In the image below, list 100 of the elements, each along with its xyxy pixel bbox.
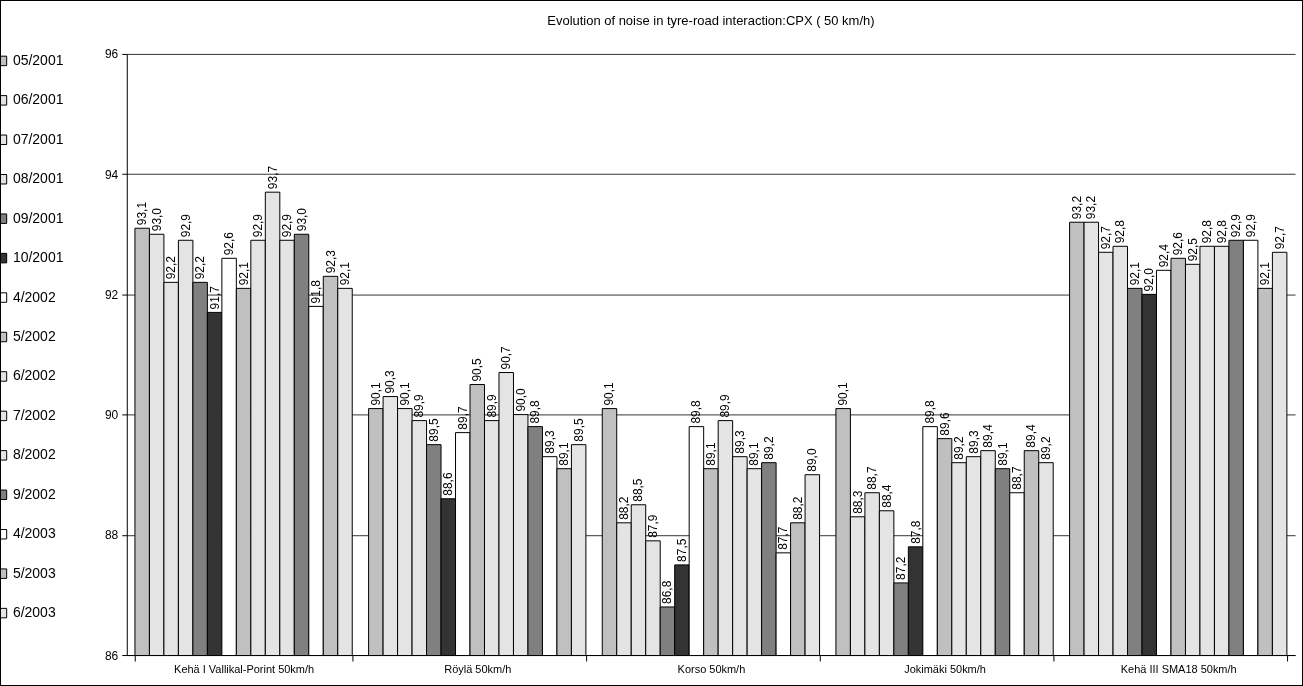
data-label: 89,8: [923, 399, 938, 424]
x-tick-label: Korso 50km/h: [677, 662, 746, 675]
data-label: 93,2: [1069, 195, 1084, 220]
y-tick-label: 90: [104, 408, 119, 423]
data-label: 87,7: [776, 526, 791, 550]
data-label: 92,8: [1214, 219, 1229, 244]
data-label: 92,3: [323, 249, 338, 274]
data-label: 93,0: [294, 207, 309, 232]
y-tick-label: 86: [104, 648, 119, 663]
data-label: 89,7: [455, 406, 470, 430]
data-label: 92,5: [1185, 237, 1200, 262]
data-label: 93,7: [265, 165, 280, 190]
data-label: 88,5: [631, 478, 646, 502]
legend-label: 5/2002: [12, 328, 56, 344]
data-label: 90,1: [368, 381, 383, 406]
data-label: 88,7: [865, 466, 880, 490]
data-label: 92,2: [193, 255, 208, 280]
data-label: 87,9: [645, 514, 660, 538]
data-label: 92,7: [1098, 225, 1113, 250]
legend-label: 4/2002: [12, 288, 56, 305]
legend-label: 06/2001: [12, 91, 64, 108]
legend-label: 5/2003: [12, 564, 56, 581]
data-label: 89,1: [703, 442, 718, 466]
x-tick-label: Kehä I Vallikal-Porint 50km/h: [174, 662, 315, 675]
data-label: 89,1: [995, 442, 1010, 466]
data-label: 90,7: [499, 345, 514, 370]
x-tick-label: Kehä III SMA18 50km/h: [1120, 662, 1237, 675]
data-label: 88,2: [790, 496, 805, 520]
data-label: 93,0: [149, 207, 164, 232]
data-label: 89,3: [542, 430, 557, 454]
data-label: 92,9: [280, 213, 295, 238]
legend-label: 7/2002: [12, 406, 56, 423]
data-label: 92,1: [236, 261, 251, 286]
legend-label: 8/2002: [12, 446, 56, 463]
legend-label: 9/2002: [12, 485, 56, 502]
x-tick-label: Jokimäki 50km/h: [904, 662, 986, 675]
data-label: 92,6: [222, 231, 237, 256]
data-label: 89,8: [528, 399, 543, 424]
data-label: 89,1: [557, 442, 572, 466]
data-label: 92,7: [1272, 225, 1287, 250]
legend-label: 4/2003: [12, 525, 56, 542]
data-label: 89,3: [732, 430, 747, 454]
data-label: 89,0: [805, 448, 820, 472]
data-label: 89,2: [1038, 436, 1053, 460]
chart-title: Evolution of noise in tyre-road interaction:CPX ( 50 km/h): [547, 12, 875, 28]
data-label: 91,7: [207, 285, 222, 310]
data-label: 89,4: [1024, 424, 1039, 448]
data-label: 91,8: [309, 279, 324, 304]
data-label: 88,4: [879, 484, 894, 508]
y-tick-label: 94: [104, 167, 119, 182]
data-label: 89,3: [966, 430, 981, 454]
data-label: 92,1: [1258, 261, 1273, 286]
data-label: 89,6: [937, 412, 952, 436]
data-label: 92,1: [338, 261, 352, 286]
data-label: 92,1: [1127, 261, 1142, 286]
data-label: 90,3: [383, 369, 398, 394]
data-label: 90,5: [470, 357, 485, 382]
data-label: 86,8: [660, 580, 675, 604]
data-label: 92,8: [1113, 219, 1128, 244]
data-label: 89,9: [484, 393, 499, 418]
data-label: 93,2: [1084, 195, 1099, 220]
data-label: 87,5: [674, 538, 689, 562]
data-label: 89,2: [952, 436, 967, 460]
y-tick-label: 96: [104, 47, 119, 62]
data-label: 89,2: [761, 436, 776, 460]
data-label: 89,8: [689, 399, 704, 424]
data-label: 87,8: [908, 520, 923, 544]
y-tick-label: 92: [104, 287, 119, 302]
data-label: 90,1: [397, 381, 412, 406]
data-label: 90,0: [513, 387, 528, 412]
data-label: 89,5: [426, 418, 441, 442]
y-tick-label: 88: [104, 528, 119, 543]
data-label: 87,2: [894, 556, 909, 580]
legend-label: 08/2001: [12, 170, 64, 187]
data-label: 90,1: [602, 381, 617, 406]
data-label: 88,3: [850, 490, 865, 514]
data-label: 88,7: [1010, 466, 1024, 490]
legend-label: 09/2001: [12, 209, 64, 226]
legend-label: 07/2001: [12, 130, 64, 147]
x-tick-label: Röylä 50km/h: [444, 662, 512, 675]
legend-label: 6/2002: [12, 367, 56, 384]
data-label: 89,5: [571, 418, 586, 442]
data-label: 92,9: [1243, 213, 1258, 238]
data-label: 89,9: [412, 393, 427, 418]
data-label: 89,1: [747, 442, 762, 466]
legend-label: 05/2001: [12, 51, 64, 68]
legend-label: 10/2001: [12, 249, 64, 266]
data-label: 89,9: [718, 393, 733, 418]
data-label: 92,9: [178, 213, 193, 238]
data-label: 88,2: [616, 496, 631, 520]
data-label: 93,1: [135, 201, 150, 226]
data-label: 88,6: [441, 472, 456, 496]
data-label: 92,2: [164, 255, 179, 280]
data-label: 92,0: [1142, 267, 1157, 292]
data-label: 92,6: [1171, 231, 1186, 256]
legend-label: 6/2003: [12, 604, 56, 621]
data-label: 92,4: [1156, 243, 1171, 268]
data-label: 90,1: [836, 381, 851, 406]
data-label: 92,8: [1200, 219, 1215, 244]
data-label: 89,4: [981, 424, 996, 448]
